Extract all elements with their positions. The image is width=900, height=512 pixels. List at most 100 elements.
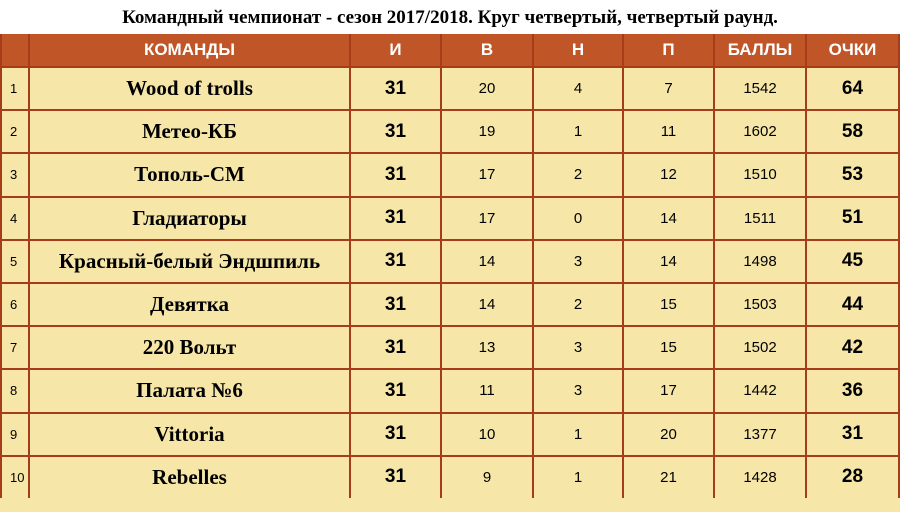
balls-cell: 1542	[715, 68, 807, 112]
team-name-cell: Тополь-СМ	[30, 154, 351, 198]
wins-cell: 19	[442, 111, 534, 155]
points-cell: 64	[807, 68, 900, 112]
table-row: 3 Тополь-СМ 31 17 2 12 1510 53	[0, 154, 900, 198]
row-number-cell: 6	[0, 284, 30, 328]
row-number-cell: 9	[0, 413, 30, 457]
wins-cell: 17	[442, 154, 534, 198]
games-played-cell: 31	[351, 370, 442, 414]
team-name-cell: Красный-белый Эндшпиль	[30, 240, 351, 284]
points-cell: 44	[807, 284, 900, 328]
row-number-cell: 4	[0, 197, 30, 241]
header-num	[0, 34, 30, 68]
table-row: 10 Rebelles 31 9 1 21 1428 28	[0, 456, 900, 500]
table-row: 1 Wood of trolls 31 20 4 7 1542 64	[0, 68, 900, 112]
table-row: 4 Гладиаторы 31 17 0 14 1511 51	[0, 197, 900, 241]
header-games: И	[351, 34, 442, 68]
row-number-cell: 5	[0, 240, 30, 284]
points-cell: 53	[807, 154, 900, 198]
losses-cell: 20	[624, 413, 715, 457]
balls-cell: 1503	[715, 284, 807, 328]
header-wins: В	[442, 34, 534, 68]
wins-cell: 9	[442, 456, 534, 500]
row-number-cell: 1	[0, 68, 30, 112]
wins-cell: 14	[442, 284, 534, 328]
wins-cell: 17	[442, 197, 534, 241]
table-row: 9 Vittoria 31 10 1 20 1377 31	[0, 413, 900, 457]
table-row: 6 Девятка 31 14 2 15 1503 44	[0, 284, 900, 328]
team-name-cell: Гладиаторы	[30, 197, 351, 241]
draws-cell: 1	[534, 456, 624, 500]
row-number-cell: 10	[0, 456, 30, 500]
losses-cell: 15	[624, 284, 715, 328]
balls-cell: 1511	[715, 197, 807, 241]
points-cell: 28	[807, 456, 900, 500]
games-played-cell: 31	[351, 111, 442, 155]
balls-cell: 1428	[715, 456, 807, 500]
losses-cell: 21	[624, 456, 715, 500]
balls-cell: 1602	[715, 111, 807, 155]
team-name-cell: Rebelles	[30, 456, 351, 500]
team-name-cell: 220 Вольт	[30, 327, 351, 371]
wins-cell: 13	[442, 327, 534, 371]
points-cell: 45	[807, 240, 900, 284]
draws-cell: 1	[534, 413, 624, 457]
draws-cell: 4	[534, 68, 624, 112]
header-points: ОЧКИ	[807, 34, 900, 68]
games-played-cell: 31	[351, 68, 442, 112]
team-name-cell: Девятка	[30, 284, 351, 328]
table-header-row: КОМАНДЫ И В Н П БАЛЛЫ ОЧКИ	[0, 34, 900, 68]
table-row: 8 Палата №6 31 11 3 17 1442 36	[0, 370, 900, 414]
team-name-cell: Палата №6	[30, 370, 351, 414]
games-played-cell: 31	[351, 240, 442, 284]
wins-cell: 11	[442, 370, 534, 414]
balls-cell: 1442	[715, 370, 807, 414]
team-name-cell: Wood of trolls	[30, 68, 351, 112]
table-row: 7 220 Вольт 31 13 3 15 1502 42	[0, 327, 900, 371]
points-cell: 36	[807, 370, 900, 414]
row-number-cell: 3	[0, 154, 30, 198]
games-played-cell: 31	[351, 327, 442, 371]
team-name-cell: Vittoria	[30, 413, 351, 457]
wins-cell: 14	[442, 240, 534, 284]
losses-cell: 12	[624, 154, 715, 198]
table-bottom-bar	[0, 498, 900, 512]
points-cell: 51	[807, 197, 900, 241]
draws-cell: 3	[534, 370, 624, 414]
balls-cell: 1498	[715, 240, 807, 284]
losses-cell: 17	[624, 370, 715, 414]
standings-table: КОМАНДЫ И В Н П БАЛЛЫ ОЧКИ 1 Wood of trol…	[0, 34, 900, 512]
row-number-cell: 8	[0, 370, 30, 414]
points-cell: 42	[807, 327, 900, 371]
team-name-cell: Метео-КБ	[30, 111, 351, 155]
draws-cell: 3	[534, 327, 624, 371]
points-cell: 58	[807, 111, 900, 155]
row-number-cell: 2	[0, 111, 30, 155]
points-cell: 31	[807, 413, 900, 457]
page-title: Командный чемпионат - сезон 2017/2018. К…	[122, 7, 778, 28]
losses-cell: 14	[624, 240, 715, 284]
losses-cell: 14	[624, 197, 715, 241]
header-losses: П	[624, 34, 715, 68]
draws-cell: 3	[534, 240, 624, 284]
row-number-cell: 7	[0, 327, 30, 371]
losses-cell: 7	[624, 68, 715, 112]
losses-cell: 11	[624, 111, 715, 155]
losses-cell: 15	[624, 327, 715, 371]
games-played-cell: 31	[351, 413, 442, 457]
balls-cell: 1377	[715, 413, 807, 457]
draws-cell: 0	[534, 197, 624, 241]
header-balls: БАЛЛЫ	[715, 34, 807, 68]
draws-cell: 2	[534, 154, 624, 198]
games-played-cell: 31	[351, 154, 442, 198]
table-row: 2 Метео-КБ 31 19 1 11 1602 58	[0, 111, 900, 155]
table-row: 5 Красный-белый Эндшпиль 31 14 3 14 1498 45	[0, 240, 900, 284]
wins-cell: 10	[442, 413, 534, 457]
balls-cell: 1502	[715, 327, 807, 371]
draws-cell: 1	[534, 111, 624, 155]
draws-cell: 2	[534, 284, 624, 328]
games-played-cell: 31	[351, 284, 442, 328]
header-draws: Н	[534, 34, 624, 68]
games-played-cell: 31	[351, 456, 442, 500]
header-teams: КОМАНДЫ	[30, 34, 351, 68]
wins-cell: 20	[442, 68, 534, 112]
